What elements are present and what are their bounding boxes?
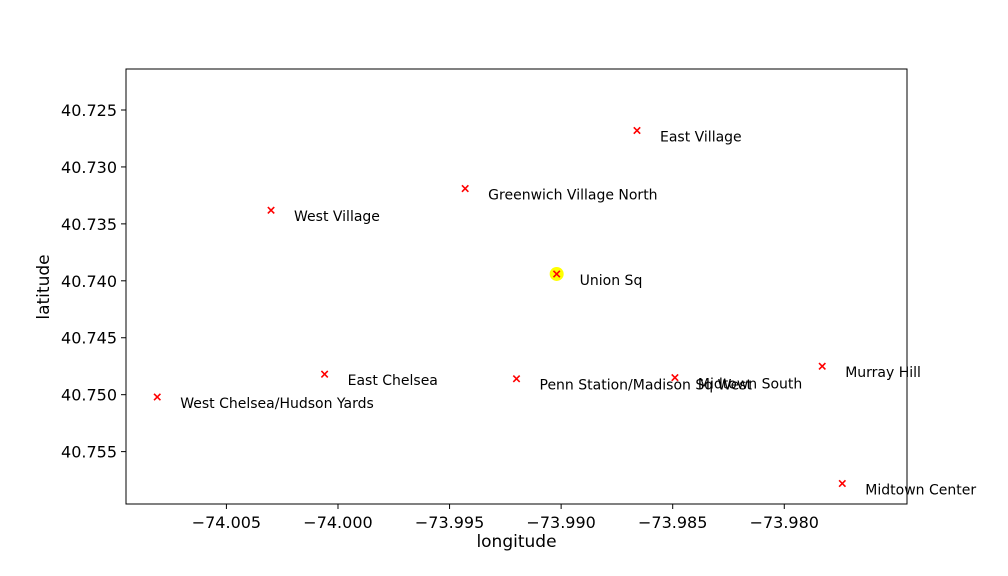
data-points: East Village Greenwich Village North West …: [153, 126, 976, 499]
point-label: Greenwich Village North: [488, 188, 657, 204]
point-marker: [552, 270, 561, 278]
point-label: Penn Station/Madison Sq West: [540, 378, 753, 394]
y-tick-label: 40.725: [61, 101, 117, 120]
point-marker: [671, 373, 679, 382]
y-tick-label: 40.745: [61, 329, 117, 348]
point-marker: [818, 362, 826, 370]
x-tick-label: −73.995: [415, 513, 484, 532]
point-label: Midtown Center: [865, 483, 976, 499]
x-axis: −74.005 −74.000 −73.995 −73.990 −73.985 −73.9…: [192, 504, 819, 532]
point-label: Midtown South: [698, 377, 802, 393]
y-tick-label: 40.730: [61, 158, 117, 177]
x-axis-label: longitude: [476, 532, 556, 552]
point-marker: [838, 479, 847, 488]
y-tick-label: 40.750: [61, 386, 117, 405]
y-tick-label: 40.755: [61, 443, 117, 462]
x-tick-label: −73.985: [638, 513, 707, 532]
y-tick-label: 40.740: [61, 272, 117, 291]
y-tick-label: 40.735: [61, 215, 117, 234]
point-label: Union Sq: [580, 273, 643, 289]
point-marker: [320, 370, 329, 378]
point-marker: [461, 184, 469, 193]
point-label: East Village: [660, 129, 742, 145]
point-marker: [267, 206, 275, 214]
point-marker: [512, 374, 521, 383]
point-label: West Village: [294, 209, 380, 225]
point-marker: [153, 393, 162, 401]
plot-area: [125, 68, 908, 505]
x-tick-label: −73.990: [526, 513, 595, 532]
x-tick-label: −73.980: [750, 513, 819, 532]
point-label: West Chelsea/Hudson Yards: [180, 396, 374, 412]
x-tick-label: −74.000: [303, 513, 372, 532]
y-axis-label: latitude: [34, 254, 54, 319]
point-label: East Chelsea: [348, 373, 438, 389]
y-axis: 40.725 40.730 40.735 40.740 40.745 40.750 40.7…: [61, 101, 126, 462]
point-label: Murray Hill: [845, 365, 921, 381]
x-tick-label: −74.005: [192, 513, 261, 532]
point-marker: [633, 126, 641, 135]
